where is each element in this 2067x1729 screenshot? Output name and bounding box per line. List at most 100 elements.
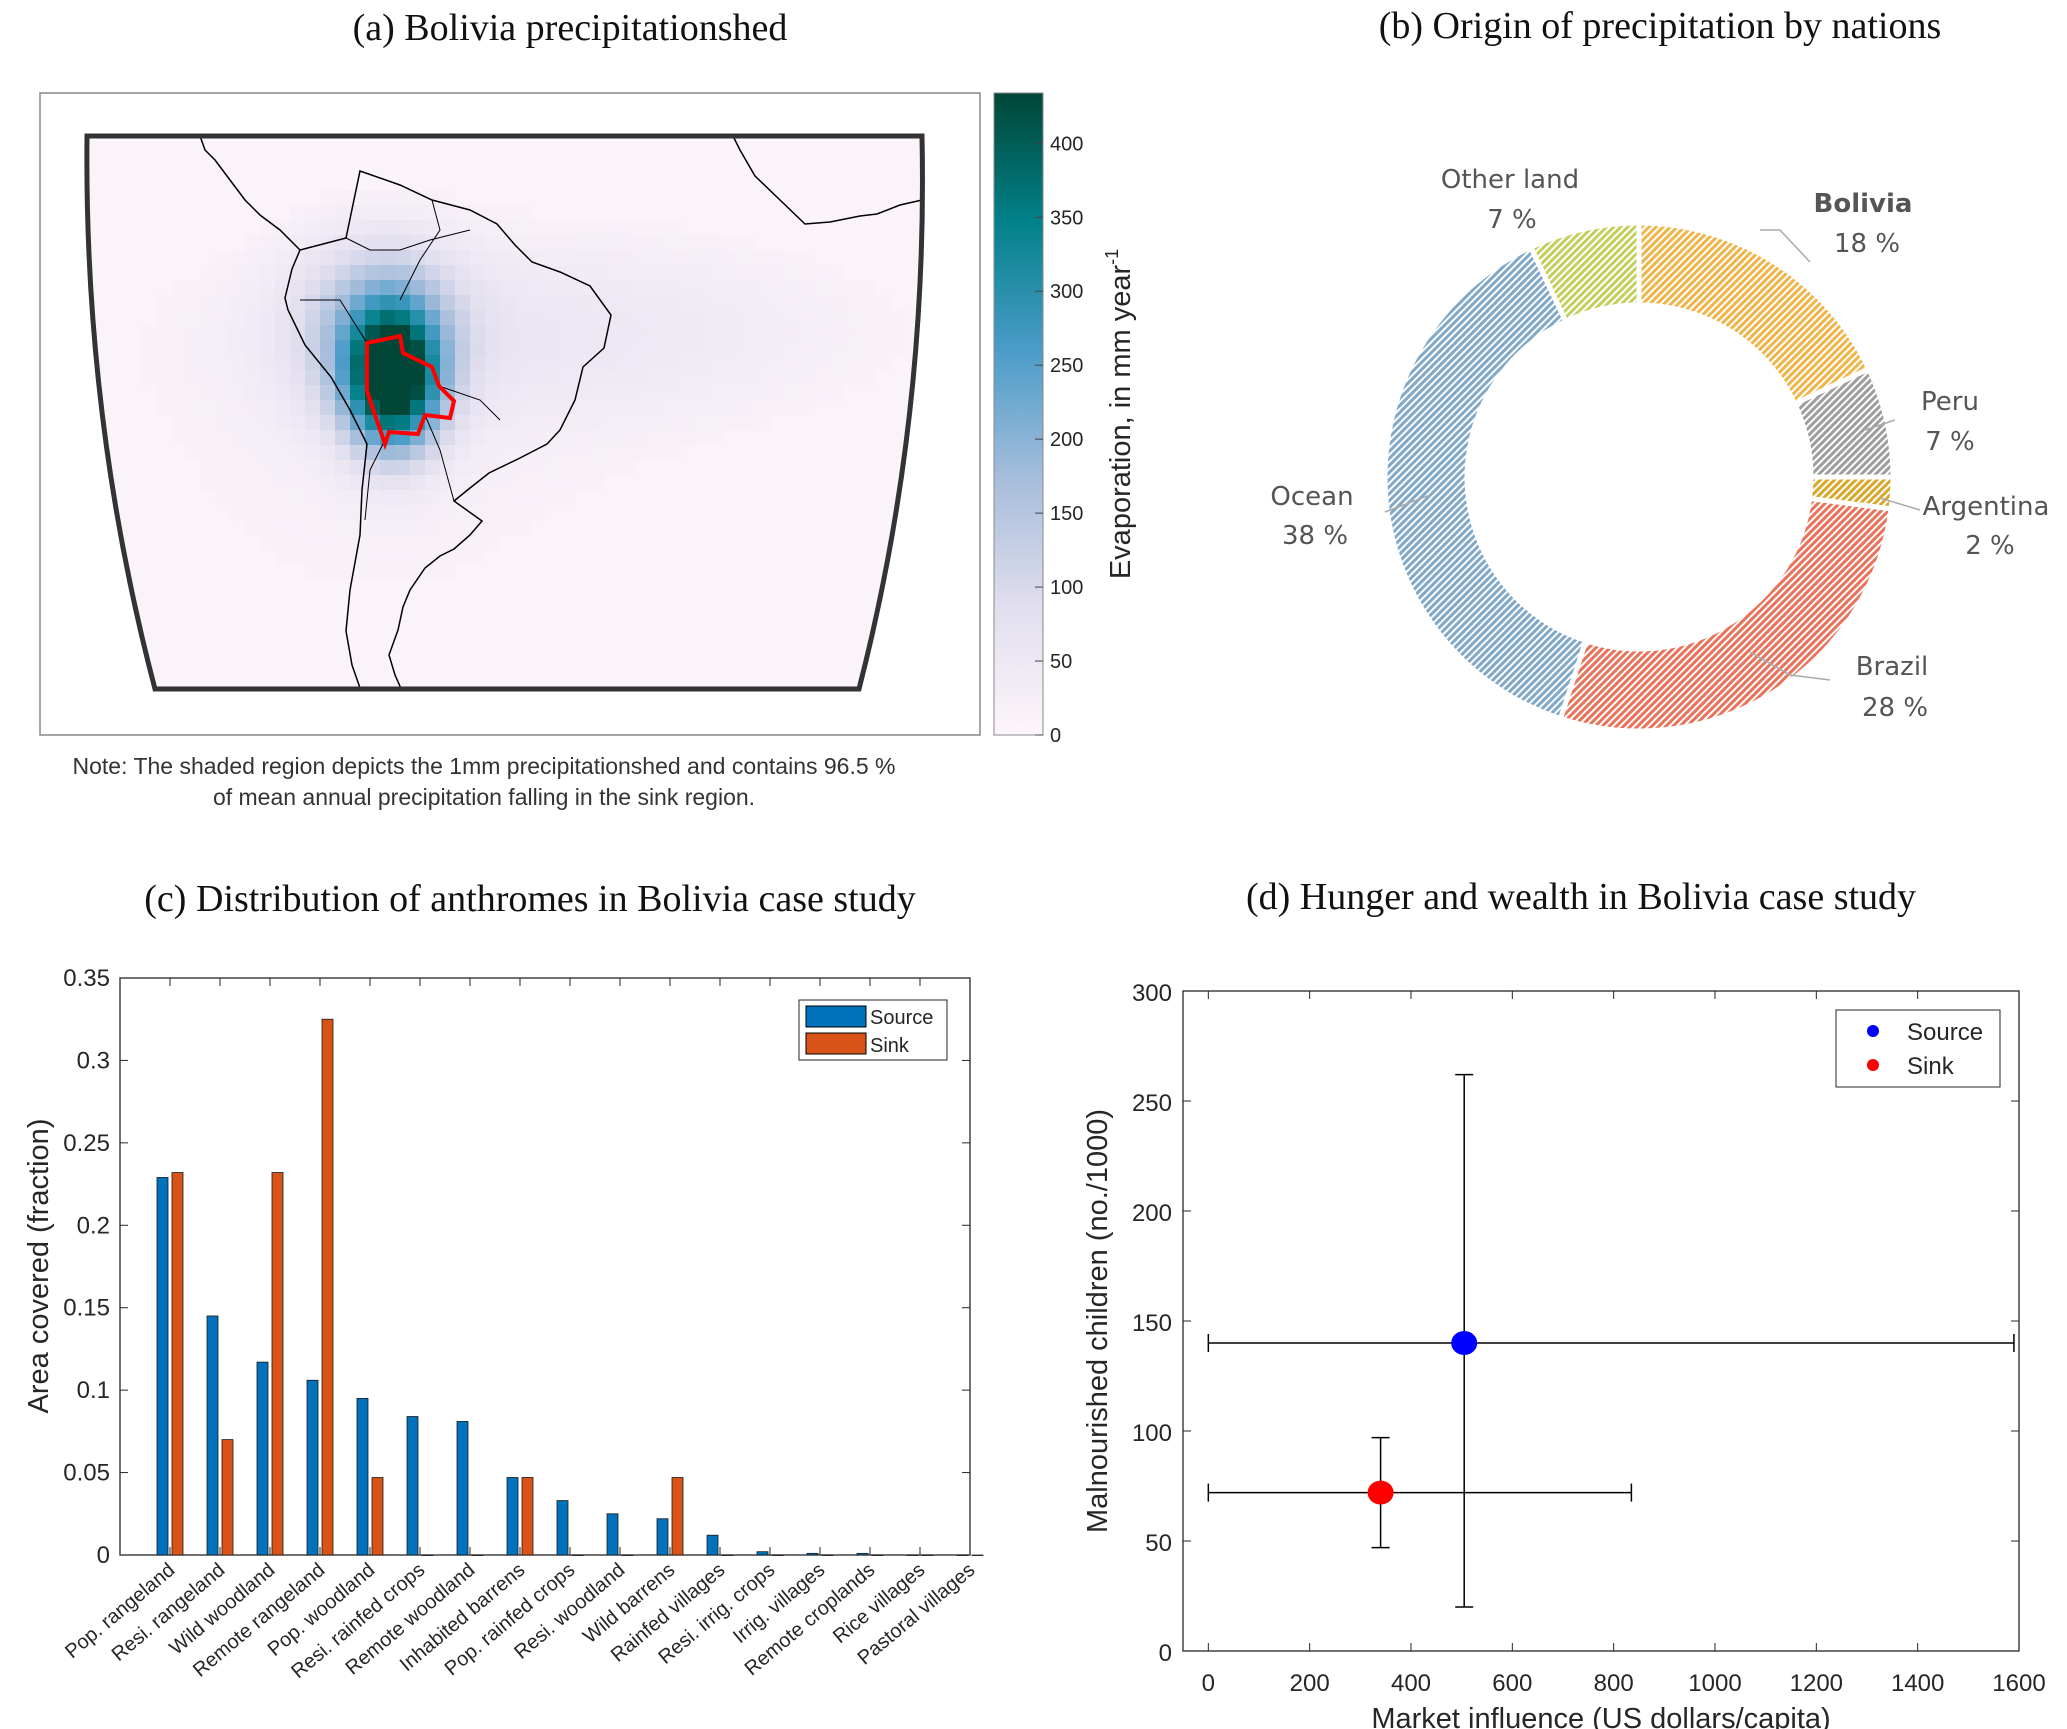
- heatmap-cell: [440, 205, 456, 221]
- bar-sink: [271, 1172, 284, 1556]
- heatmap-cell: [785, 280, 801, 296]
- label-argentina: Argentina: [1923, 492, 2050, 522]
- heatmap-cell: [395, 310, 411, 326]
- heatmap-cell: [215, 250, 231, 266]
- bar-source: [156, 1177, 169, 1556]
- heatmap-cell: [290, 400, 306, 416]
- heatmap-cell: [515, 310, 531, 326]
- heatmap-cell: [320, 475, 336, 491]
- heatmap-cell: [635, 340, 651, 356]
- heatmap-cell: [665, 400, 681, 416]
- heatmap-cell: [185, 430, 201, 446]
- heatmap-cell: [425, 250, 441, 266]
- heatmap-cell: [770, 340, 786, 356]
- heatmap-cell: [755, 370, 771, 386]
- heatmap-cell: [590, 280, 606, 296]
- heatmap-cell: [305, 340, 321, 356]
- heatmap-cell: [575, 430, 591, 446]
- label-ocean: Ocean: [1270, 482, 1353, 512]
- heatmap-cell: [620, 235, 636, 251]
- heatmap-cell: [365, 250, 381, 266]
- heatmap-cell: [320, 505, 336, 521]
- heatmap-cell: [365, 235, 381, 251]
- heatmap-cell: [845, 310, 861, 326]
- heatmap-cell: [815, 310, 831, 326]
- bar-sink: [371, 1477, 384, 1556]
- heatmap-cell: [830, 385, 846, 401]
- heatmap-cell: [650, 295, 666, 311]
- heatmap-cell: [425, 400, 441, 416]
- heatmap-cell: [845, 280, 861, 296]
- heatmap-cell: [560, 400, 576, 416]
- heatmap-cell: [215, 400, 231, 416]
- heatmap-cell: [275, 490, 291, 506]
- slice-other-land: [1527, 220, 1642, 325]
- heatmap-cell: [635, 235, 651, 251]
- heatmap-cell: [605, 430, 621, 446]
- heatmap-cell: [455, 385, 471, 401]
- heatmap-cell: [380, 565, 396, 581]
- heatmap-cell: [470, 445, 486, 461]
- heatmap-cell: [725, 250, 741, 266]
- bar-sink: [971, 1554, 984, 1556]
- heatmap-cell: [350, 520, 366, 536]
- heatmap-cell: [830, 370, 846, 386]
- heatmap-cell: [500, 295, 516, 311]
- heatmap-cell: [410, 460, 426, 476]
- heatmap-cell: [560, 340, 576, 356]
- heatmap-cell: [200, 295, 216, 311]
- colorbar-tick-label: 350: [1050, 207, 1083, 229]
- heatmap-cell: [710, 385, 726, 401]
- heatmap-cell: [515, 220, 531, 236]
- heatmap-cell: [305, 250, 321, 266]
- heatmap-cell: [350, 550, 366, 566]
- heatmap-cell: [500, 475, 516, 491]
- heatmap-cell: [575, 415, 591, 431]
- heatmap-cell: [320, 265, 336, 281]
- heatmap-cell: [515, 400, 531, 416]
- heatmap-cell: [575, 475, 591, 491]
- heatmap-cell: [755, 310, 771, 326]
- heatmap-cell: [305, 565, 321, 581]
- heatmap-cell: [410, 340, 426, 356]
- x-tick-label: 1400: [1891, 1670, 1944, 1697]
- heatmap-cell: [680, 415, 696, 431]
- heatmap-cell: [575, 370, 591, 386]
- heatmap-cell: [320, 250, 336, 266]
- heatmap-cell: [530, 475, 546, 491]
- heatmap-cell: [800, 340, 816, 356]
- heatmap-cell: [485, 280, 501, 296]
- heatmap-cell: [350, 400, 366, 416]
- heatmap-cell: [410, 535, 426, 551]
- heatmap-cell: [440, 295, 456, 311]
- legend-label-source: Source: [870, 1007, 933, 1029]
- heatmap-cell: [185, 415, 201, 431]
- heatmap-cell: [680, 370, 696, 386]
- heatmap-cell: [530, 340, 546, 356]
- heatmap-cell: [335, 310, 351, 326]
- heatmap-cell: [350, 505, 366, 521]
- heatmap-cell: [440, 310, 456, 326]
- heatmap-cell: [155, 370, 171, 386]
- heatmap-cell: [695, 415, 711, 431]
- heatmap-cell: [455, 550, 471, 566]
- heatmap-cell: [800, 370, 816, 386]
- heatmap-cell: [425, 460, 441, 476]
- heatmap-cell: [485, 520, 501, 536]
- heatmap-cell: [785, 265, 801, 281]
- bar-source: [606, 1513, 619, 1556]
- heatmap-cell: [500, 325, 516, 341]
- heatmap-cell: [425, 205, 441, 221]
- heatmap-cell: [485, 385, 501, 401]
- heatmap-cell: [545, 295, 561, 311]
- heatmap-cell: [590, 460, 606, 476]
- heatmap-cell: [320, 550, 336, 566]
- heatmap-cell: [725, 310, 741, 326]
- heatmap-cell: [260, 520, 276, 536]
- legend-label-sink: Sink: [870, 1035, 910, 1057]
- heatmap-cell: [890, 310, 906, 326]
- heatmap-cell: [335, 475, 351, 491]
- heatmap-cell: [590, 370, 606, 386]
- scatter-legend-box: [1835, 1009, 2001, 1088]
- heatmap-cell: [440, 280, 456, 296]
